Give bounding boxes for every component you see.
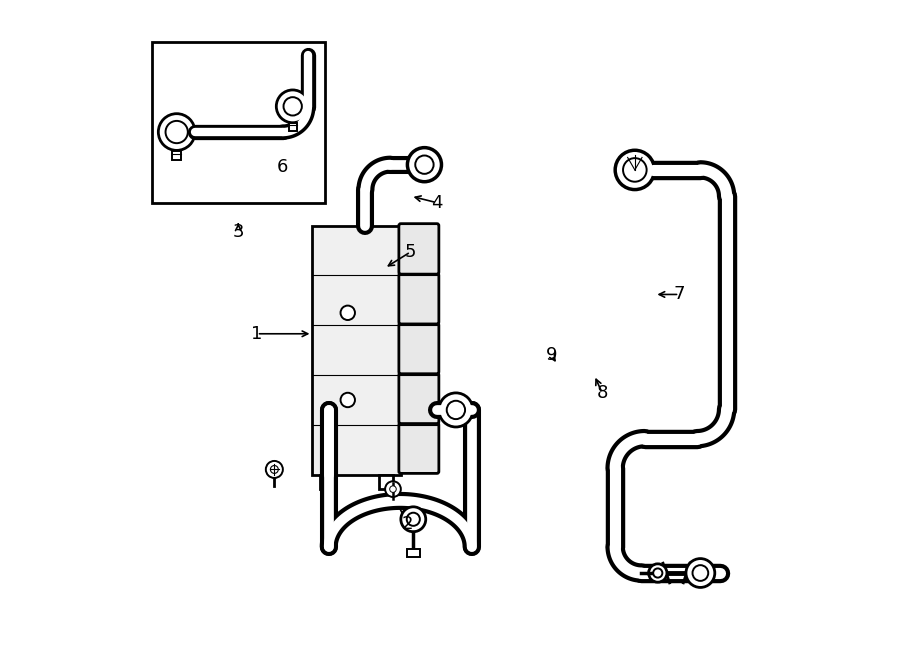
Bar (320, 475, 335, 489)
Circle shape (270, 465, 278, 473)
Bar (152, 42, 326, 203)
Text: 8: 8 (597, 384, 608, 402)
Text: 3: 3 (232, 223, 244, 241)
Circle shape (653, 568, 662, 578)
Bar (379, 475, 393, 489)
Circle shape (623, 158, 646, 182)
FancyBboxPatch shape (399, 323, 439, 373)
Circle shape (616, 150, 654, 190)
Text: 4: 4 (431, 194, 443, 212)
Bar (407, 549, 419, 557)
Bar (172, 151, 181, 159)
Text: 9: 9 (545, 346, 557, 364)
FancyBboxPatch shape (399, 423, 439, 473)
Text: 1: 1 (251, 325, 262, 343)
Circle shape (266, 461, 283, 478)
Text: 5: 5 (405, 243, 417, 261)
Text: 7: 7 (674, 286, 685, 303)
FancyBboxPatch shape (399, 274, 439, 324)
Circle shape (385, 481, 400, 497)
Circle shape (649, 564, 667, 582)
Circle shape (340, 305, 355, 320)
Circle shape (276, 90, 309, 123)
Circle shape (400, 507, 426, 531)
Circle shape (166, 121, 188, 143)
Circle shape (415, 155, 434, 174)
FancyBboxPatch shape (399, 223, 439, 274)
Circle shape (340, 393, 355, 407)
Circle shape (390, 486, 396, 492)
Text: 2: 2 (401, 515, 413, 533)
FancyBboxPatch shape (399, 373, 439, 424)
Bar (312, 225, 400, 475)
Circle shape (408, 147, 442, 182)
Circle shape (407, 513, 419, 525)
Circle shape (686, 559, 715, 588)
Circle shape (439, 393, 472, 427)
Circle shape (446, 401, 465, 419)
Circle shape (284, 97, 302, 116)
Circle shape (692, 565, 708, 581)
Circle shape (158, 114, 195, 151)
Text: 6: 6 (277, 157, 289, 176)
Bar (289, 123, 297, 131)
